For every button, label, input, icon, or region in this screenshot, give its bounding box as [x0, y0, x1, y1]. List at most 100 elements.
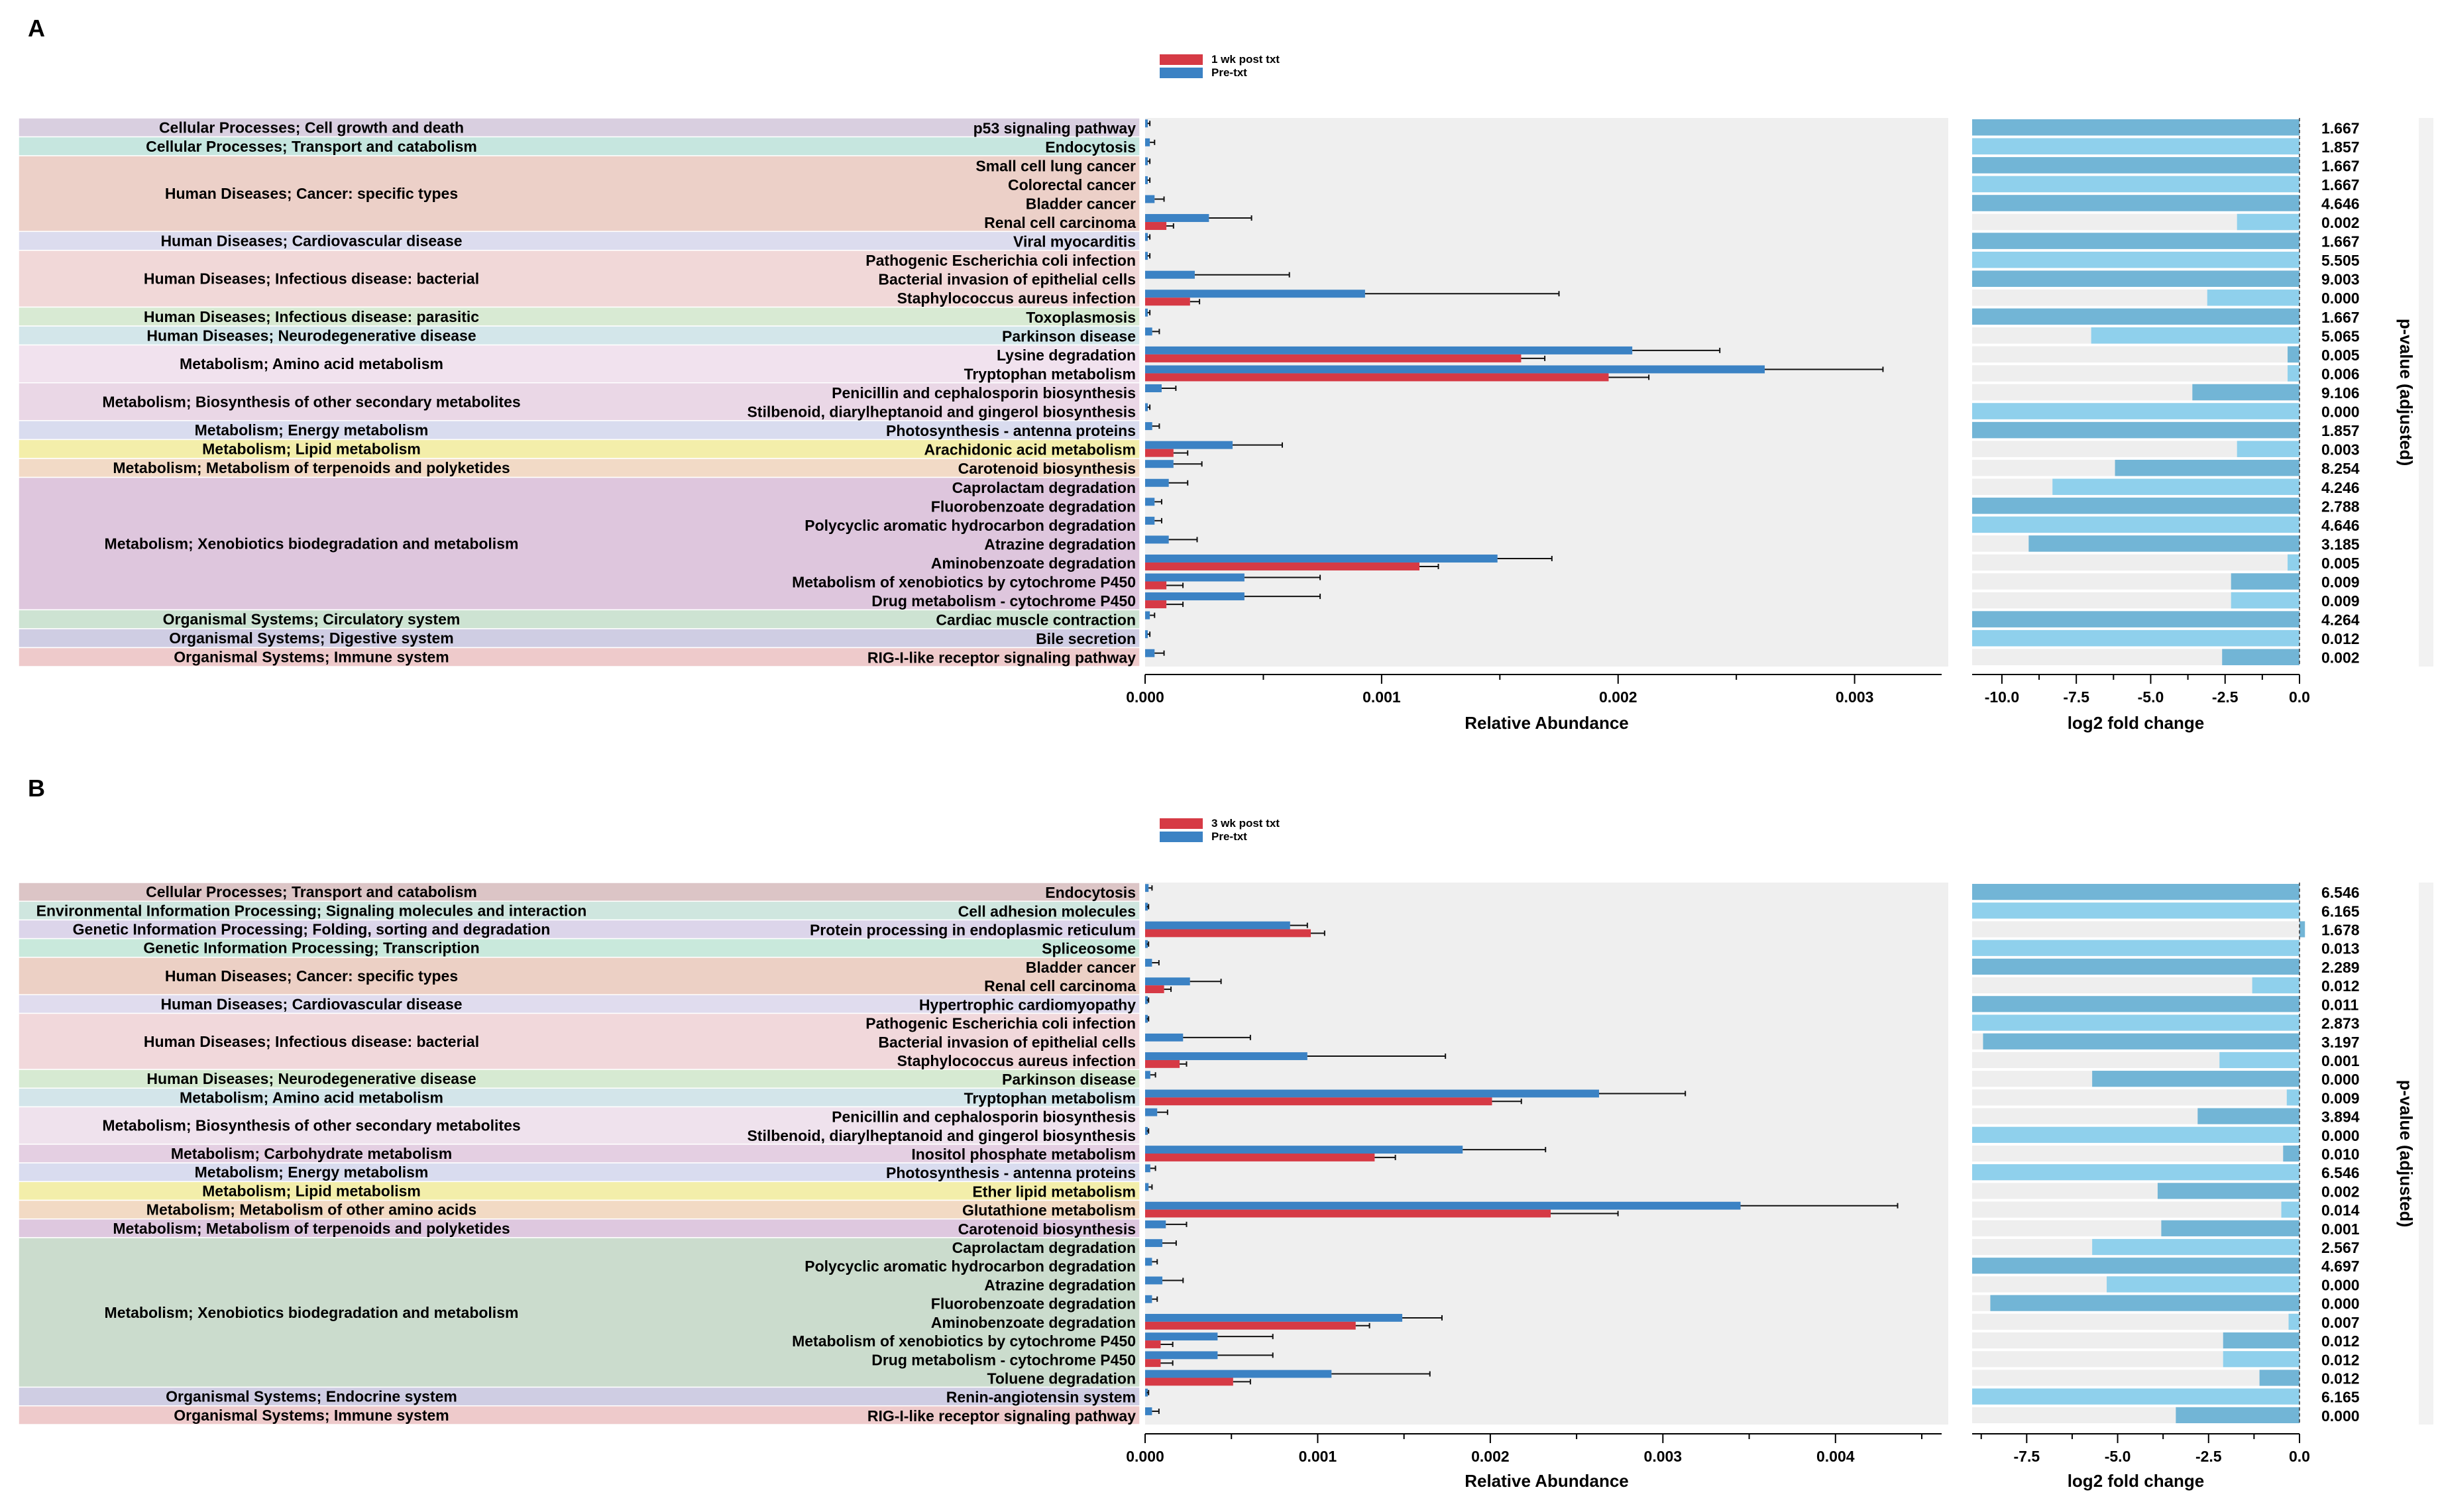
pre-txt-bar	[1145, 630, 1148, 639]
category-label: Metabolism; Carbohydrate metabolism	[171, 1145, 452, 1162]
fold-change-row-background	[1972, 1145, 2299, 1162]
fold-change-tick-label: -2.5	[2212, 688, 2239, 706]
abundance-axis-title: Relative Abundance	[1465, 713, 1629, 733]
pre-txt-bar	[1145, 1258, 1152, 1266]
category-label: Metabolism; Metabolism of terpenoids and…	[113, 1220, 510, 1237]
fold-change-row-background	[1972, 365, 2299, 382]
fold-change-bar	[1972, 958, 2299, 975]
pathway-label: Tryptophan metabolism	[964, 365, 1136, 382]
fold-change-bar	[1972, 884, 2299, 900]
p-value-label: 4.646	[2321, 195, 2360, 212]
pathway-label: Caprolactam degradation	[952, 479, 1136, 496]
p-value-label: 1.667	[2321, 119, 2360, 136]
fold-change-bar	[1972, 1164, 2299, 1181]
category-band	[18, 609, 1140, 629]
pre-txt-bar	[1145, 1314, 1403, 1322]
pathway-label: Caprolactam degradation	[952, 1239, 1136, 1256]
fold-change-row-background	[1972, 1313, 2299, 1330]
pathway-label: Toluene degradation	[987, 1370, 1136, 1387]
fold-change-bar	[2157, 1183, 2299, 1199]
fold-change-bar	[1972, 138, 2299, 155]
fold-change-bar	[2299, 921, 2305, 938]
pathway-label: Tryptophan metabolism	[964, 1089, 1136, 1107]
pre-txt-bar	[1145, 1033, 1184, 1042]
p-value-label: 0.009	[2321, 592, 2360, 610]
pre-txt-bar	[1145, 535, 1169, 544]
pathway-label: Bladder cancer	[1026, 195, 1136, 212]
fold-change-bar	[1983, 1033, 2299, 1050]
pathway-label: Atrazine degradation	[984, 535, 1136, 553]
pre-txt-bar	[1145, 959, 1152, 967]
fold-change-bar	[2223, 1351, 2299, 1368]
pathway-label: Small cell lung cancer	[975, 157, 1136, 174]
post-txt-bar	[1145, 449, 1174, 457]
pathway-label: Renal cell carcinoma	[984, 977, 1136, 995]
pre-txt-bar	[1145, 516, 1155, 525]
p-value-label: 0.009	[2321, 1089, 2360, 1107]
category-label: Metabolism; Energy metabolism	[195, 421, 429, 439]
category-label: Metabolism; Metabolism of other amino ac…	[146, 1201, 476, 1218]
category-band	[18, 1106, 1140, 1145]
pre-txt-bar	[1145, 403, 1148, 411]
category-label: Organismal Systems; Immune system	[174, 649, 449, 666]
pathway-label: Carotenoid biosynthesis	[958, 1220, 1136, 1238]
fold-change-row-background	[1972, 977, 2299, 994]
pathway-label: Parkinson disease	[1002, 1071, 1136, 1088]
category-label: Metabolism; Xenobiotics biodegradation a…	[105, 1304, 519, 1321]
fold-change-bar	[1972, 195, 2299, 211]
pre-txt-bar	[1145, 996, 1148, 1004]
category-band	[18, 1144, 1140, 1163]
pathway-label: Pathogenic Escherichia coli infection	[865, 252, 1136, 269]
abundance-plot-background	[1145, 118, 1948, 667]
category-band	[18, 900, 1140, 921]
legend-swatch	[1160, 818, 1203, 829]
category-label: Cellular Processes; Cell growth and deat…	[159, 119, 464, 136]
fold-change-bar	[2091, 327, 2299, 344]
p-value-label: 0.000	[2321, 290, 2360, 307]
category-band	[18, 136, 1140, 156]
p-value-label: 1.857	[2321, 422, 2360, 439]
fold-change-row-background	[1972, 554, 2299, 571]
p-value-label: 1.667	[2321, 157, 2360, 174]
pathway-label: Toxoplasmosis	[1026, 309, 1136, 326]
fold-change-row-background	[1972, 346, 2299, 363]
pre-txt-bar	[1145, 498, 1155, 506]
p-value-label: 0.003	[2321, 441, 2360, 459]
p-value-label: 0.000	[2321, 1127, 2360, 1144]
post-txt-bar	[1145, 1377, 1233, 1386]
pathway-label: Renal cell carcinoma	[984, 214, 1136, 231]
category-label: Organismal Systems; Endocrine system	[166, 1388, 457, 1405]
category-band	[18, 325, 1140, 346]
fold-change-tick-label: -5.0	[2105, 1448, 2131, 1465]
p-value-label: 0.002	[2321, 1183, 2360, 1200]
abundance-tick-label: 0.001	[1362, 688, 1401, 706]
fold-change-bar	[2028, 535, 2299, 552]
category-label: Organismal Systems; Digestive system	[169, 629, 454, 647]
p-value-label: 0.012	[2321, 1370, 2360, 1387]
fold-change-row-background	[1972, 1089, 2299, 1106]
p-value-label: 0.000	[2321, 404, 2360, 421]
panel-label: B	[28, 775, 45, 802]
legend-label: 3 wk post txt	[1211, 817, 1280, 830]
pre-txt-bar	[1145, 460, 1174, 468]
category-band	[18, 919, 1140, 940]
p-value-label: 0.014	[2321, 1202, 2360, 1219]
fold-change-bar	[2231, 573, 2299, 590]
category-label: Metabolism; Amino acid metabolism	[180, 1089, 443, 1106]
post-txt-bar	[1145, 985, 1164, 993]
category-band	[18, 1199, 1140, 1220]
pre-txt-bar	[1145, 441, 1233, 449]
fold-change-bar	[1972, 176, 2299, 193]
post-txt-bar	[1145, 354, 1522, 362]
fold-change-tick-label: 0.0	[2289, 688, 2310, 706]
p-value-label: 1.667	[2321, 233, 2360, 250]
p-value-label: 2.873	[2321, 1015, 2360, 1032]
p-value-label: 0.000	[2321, 1295, 2360, 1313]
fold-change-bar	[2092, 1071, 2299, 1087]
p-value-label: 0.011	[2321, 996, 2358, 1013]
p-value-label: 1.857	[2321, 138, 2360, 156]
pre-txt-bar	[1145, 884, 1149, 892]
pathway-label: Photosynthesis - antenna proteins	[886, 1164, 1136, 1181]
category-label: Human Diseases; Neurodegenerative diseas…	[146, 1070, 476, 1087]
pathway-label: Cell adhesion molecules	[958, 902, 1136, 920]
